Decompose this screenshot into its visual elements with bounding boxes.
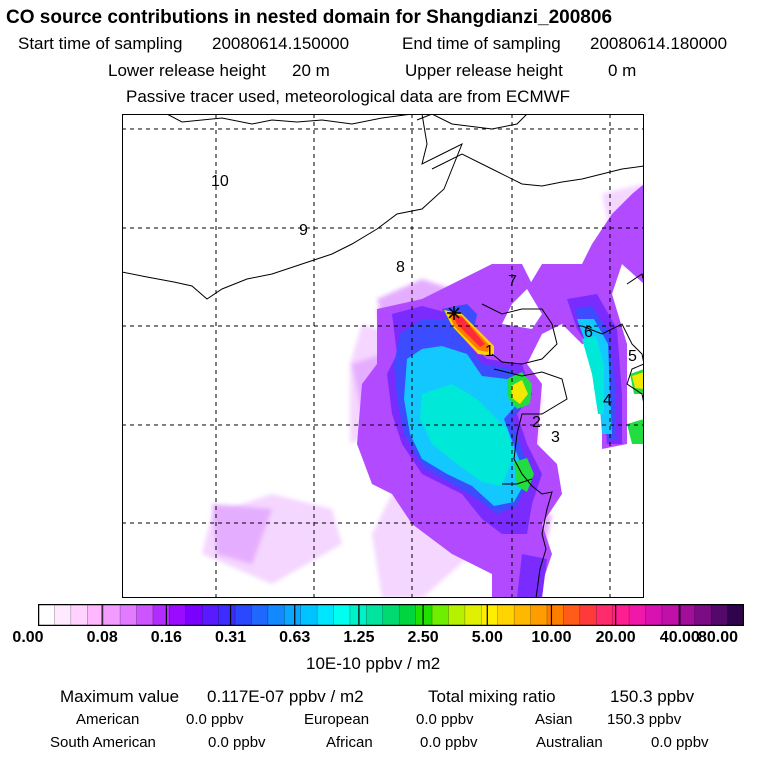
colorbar-cell [399, 604, 417, 626]
colorbar-cell [136, 604, 154, 626]
colorbar-cell [464, 604, 482, 626]
start-time-value: 20080614.150000 [212, 34, 350, 53]
colorbar [38, 604, 744, 626]
end-time-label: End time of sampling [402, 34, 561, 53]
region-label-10: 10 [211, 173, 229, 190]
colorbar-cell [432, 604, 450, 626]
colorbar-cell [678, 604, 696, 626]
colorbar-cell [317, 604, 335, 626]
colorbar-tick-label: 40.00 [659, 629, 700, 646]
colorbar-cell [645, 604, 663, 626]
colorbar-cell [202, 604, 220, 626]
colorbar-cell [546, 604, 564, 626]
contribution-map: 10 9 8 7 6 5 4 3 2 1 [122, 114, 644, 598]
colorbar-cell [579, 604, 597, 626]
australian-label: Australian [536, 734, 603, 751]
south-american-label: South American [50, 734, 156, 751]
australian-value: 0.0 ppbv [651, 734, 709, 751]
colorbar-cell [415, 604, 433, 626]
colorbar-cell [563, 604, 581, 626]
colorbar-cell [152, 604, 170, 626]
colorbar-tick-label: 0.08 [86, 629, 118, 646]
colorbar-tick-label: 1.25 [343, 629, 375, 646]
colorbar-cell [284, 604, 302, 626]
colorbar-cell [169, 604, 187, 626]
african-label: African [326, 734, 373, 751]
asian-value: 150.3 ppbv [607, 711, 682, 728]
coastline [122, 114, 644, 598]
colorbar-cell [629, 604, 647, 626]
colorbar-cell [481, 604, 499, 626]
colorbar-cell [382, 604, 400, 626]
colorbar-tick-label: 0.63 [279, 629, 311, 646]
upper-release-label: Upper release height [405, 61, 563, 80]
colorbar-cell [267, 604, 285, 626]
start-time-label: Start time of sampling [18, 34, 183, 53]
american-label: American [76, 711, 140, 728]
african-value: 0.0 ppbv [420, 734, 478, 751]
colorbar-cell [120, 604, 138, 626]
colorbar-cell [38, 604, 56, 626]
colorbar-tick-label: 0.31 [214, 629, 247, 646]
colorbar-cell [497, 604, 515, 626]
region-label-4: 4 [603, 392, 612, 409]
region-label-8: 8 [396, 259, 405, 276]
colorbar-tick-label: 20.00 [595, 629, 636, 646]
end-time-value: 20080614.180000 [590, 34, 728, 53]
region-label-1: 1 [485, 343, 494, 360]
max-value-label: Maximum value [60, 687, 180, 706]
colorbar-tick-label: 0.16 [150, 629, 182, 646]
colorbar-cell [448, 604, 466, 626]
max-value: 0.117E-07 ppbv / m2 [207, 687, 364, 706]
region-label-9: 9 [299, 222, 308, 239]
upper-release-value: 0 m [608, 61, 637, 80]
total-mixing-label: Total mixing ratio [428, 687, 556, 706]
european-label: European [304, 711, 370, 728]
colorbar-cell [612, 604, 630, 626]
american-value: 0.0 ppbv [186, 711, 244, 728]
region-label-2: 2 [532, 414, 541, 431]
lat-lon-grid [122, 114, 644, 598]
region-label-5: 5 [628, 348, 637, 365]
asian-label: Asian [535, 711, 573, 728]
map-frame [122, 114, 644, 598]
total-mixing-value: 150.3 ppbv [610, 687, 695, 706]
colorbar-cell [694, 604, 712, 626]
colorbar-cell [103, 604, 121, 626]
european-value: 0.0 ppbv [416, 711, 474, 728]
source-station-marker [447, 306, 461, 320]
colorbar-tick-label: 0.00 [12, 629, 44, 646]
colorbar-cell [727, 604, 744, 626]
colorbar-cell [661, 604, 679, 626]
lower-release-value: 20 m [292, 61, 330, 80]
colorbar-cell [596, 604, 614, 626]
colorbar-cell [185, 604, 203, 626]
colorbar-cell [87, 604, 105, 626]
colorbar-cell [218, 604, 236, 626]
colorbar-cell [251, 604, 269, 626]
colorbar-tick-label: 5.00 [471, 629, 503, 646]
region-label-6: 6 [584, 324, 593, 341]
colorbar-cell [530, 604, 548, 626]
colorbar-cell [711, 604, 729, 626]
colorbar-tick-label: 10.00 [531, 629, 572, 646]
colorbar-cell [235, 604, 253, 626]
colorbar-cell [514, 604, 532, 626]
colorbar-cell [54, 604, 72, 626]
colorbar-units: 10E-10 ppbv / m2 [306, 654, 441, 673]
colorbar-tick-label: 80.00 [697, 629, 739, 646]
colorbar-cell [333, 604, 351, 626]
south-american-value: 0.0 ppbv [208, 734, 266, 751]
plume-layer [202, 184, 644, 598]
lower-release-label: Lower release height [108, 61, 266, 80]
colorbar-cell [70, 604, 88, 626]
colorbar-cell [366, 604, 384, 626]
tracer-note: Passive tracer used, meteorological data… [126, 87, 571, 106]
map-title: CO source contributions in nested domain… [6, 7, 613, 28]
colorbar-cell [300, 604, 318, 626]
region-label-3: 3 [551, 429, 560, 446]
region-label-7: 7 [508, 273, 517, 290]
colorbar-tick-label: 2.50 [407, 629, 439, 646]
